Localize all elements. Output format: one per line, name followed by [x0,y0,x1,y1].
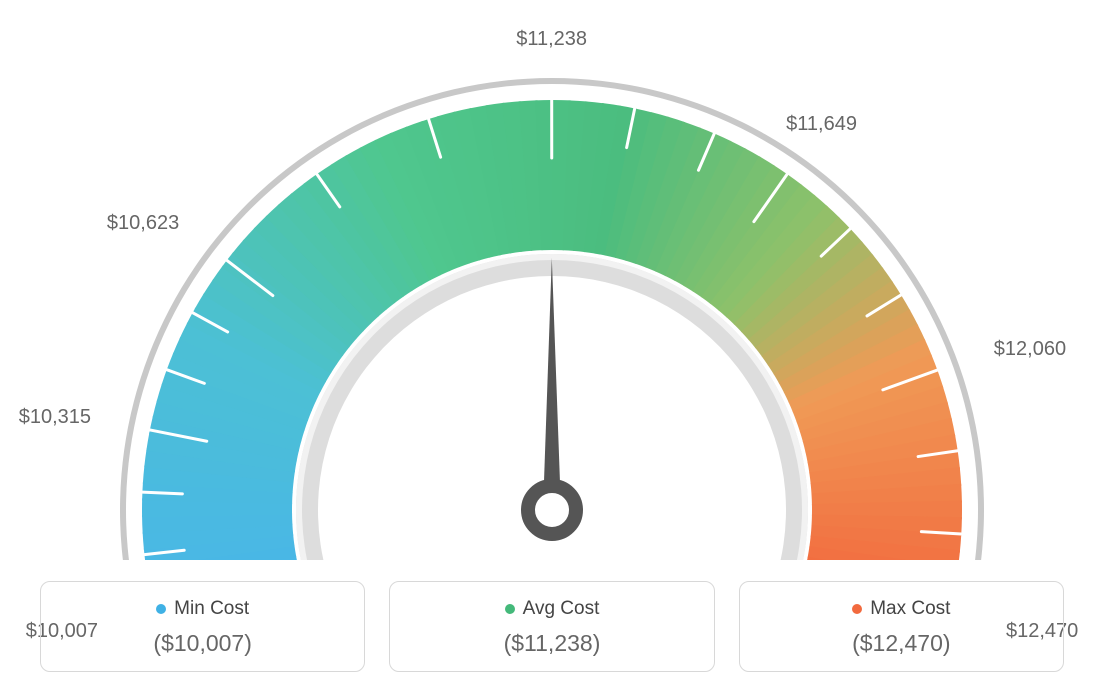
min-cost-value: ($10,007) [53,630,352,657]
avg-cost-card: Avg Cost ($11,238) [389,581,714,672]
cost-summary-cards: Min Cost ($10,007) Avg Cost ($11,238) Ma… [40,581,1064,672]
avg-cost-title: Avg Cost [505,598,600,620]
avg-dot-icon [505,604,515,614]
min-dot-icon [156,604,166,614]
gauge-tick-label: $10,623 [89,212,179,235]
gauge-tick-label: $10,315 [1,406,91,429]
gauge-tick-label: $11,649 [777,113,867,136]
max-dot-icon [852,604,862,614]
max-cost-title: Max Cost [852,598,950,620]
min-cost-title: Min Cost [156,598,249,620]
min-cost-label: Min Cost [174,598,249,620]
min-cost-card: Min Cost ($10,007) [40,581,365,672]
max-cost-card: Max Cost ($12,470) [739,581,1064,672]
gauge-tick-label: $12,060 [994,338,1084,361]
gauge-tick-label: $11,238 [507,28,597,51]
avg-cost-value: ($11,238) [402,630,701,657]
cost-gauge: $10,007$10,315$10,623$11,238$11,649$12,0… [0,0,1104,560]
max-cost-value: ($12,470) [752,630,1051,657]
avg-cost-label: Avg Cost [523,598,600,620]
max-cost-label: Max Cost [870,598,950,620]
